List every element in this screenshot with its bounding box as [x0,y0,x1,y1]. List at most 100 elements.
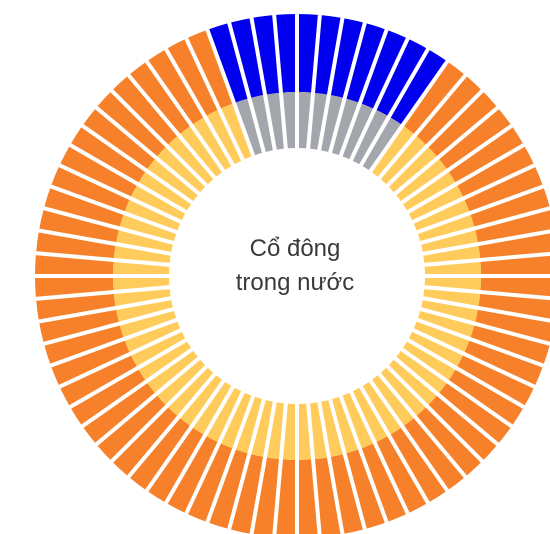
segment-separator [41,205,176,246]
inner-ring-segment [115,228,174,254]
inner-ring-segment [137,340,193,382]
inner-ring-segment [115,298,174,324]
outer-ring-segment [50,165,131,214]
segment-separator [327,397,368,532]
segment-separator [384,87,486,189]
segment-separator [414,183,546,235]
outer-ring-segment [70,368,147,427]
inner-ring-segment [420,228,479,254]
outer-ring-segment [43,323,125,366]
segment-separator [163,46,236,168]
segment-separator [93,104,202,197]
outer-ring [35,14,550,534]
segment-separator [67,142,189,215]
segment-separator [204,393,256,525]
outer-ring-segment [447,368,524,427]
outer-ring-segment [128,61,192,136]
segment-separator [249,399,278,534]
segment-separator [316,399,345,534]
inner-ring-segment [379,135,428,186]
segment-separator [79,346,195,430]
inner-ring-segment [166,135,215,186]
segment-separator [41,306,176,347]
outer-ring-segment [478,292,550,321]
inner-ring-segment [130,184,187,222]
inner-ring-segment [401,170,457,212]
segment-separator [410,327,538,390]
outer-ring-segment [186,29,235,110]
outer-ring-segment [427,394,498,462]
outer-ring-segment [38,208,120,245]
segment-separator [226,397,267,532]
outer-ring-segment [344,448,387,530]
segment-separator [414,317,546,369]
center-label-line2: trong nước [235,269,355,296]
segment-separator [358,384,431,506]
segment-separator [338,393,390,525]
segment-separator [48,183,180,235]
outer-ring-segment [186,442,235,523]
outer-ring-segment [59,353,138,407]
inner-ring-segment [119,213,177,243]
outer-ring-segment [328,17,365,99]
segment-separator [305,401,322,534]
segment-separator [33,284,172,302]
inner-ring-segment [178,374,224,427]
outer-ring-segment [374,38,428,117]
outer-ring-segment [111,75,179,146]
outer-ring-segment [389,49,448,126]
outer-ring-segment [415,75,483,146]
inner-ring-segment [205,386,243,443]
segment-separator [405,142,527,215]
segment-separator [33,250,172,268]
segment-separator [376,371,469,480]
outer-ring-segment [402,416,466,491]
outer-ring-segment [313,457,343,534]
inner-ring-segment [395,349,448,395]
inner-ring-segment [146,349,199,395]
outer-ring-segment [463,165,544,214]
outer-ring-segment [478,231,550,260]
outer-ring-segment [344,22,387,104]
inner-ring-segment [319,94,345,153]
segment-separator [183,389,246,517]
segment-separator [367,58,451,174]
inner-ring-segment [130,330,187,368]
outer-ring-segment [50,338,131,387]
outer-ring-segment [374,435,428,514]
inner-ring-segment [407,330,464,368]
center-label-line1: Cổ đông [249,235,341,262]
outer-ring-segment [251,457,281,534]
inner-ring-segment [361,380,403,436]
segment-separator [125,371,218,480]
inner-ring-segment [124,319,181,354]
segment-separator [327,20,368,155]
inner-ring-segment [219,103,254,160]
outer-ring-segment [427,90,498,158]
segment-separator [143,58,227,174]
outer-ring-segment [447,125,524,184]
outer-ring-segment [166,38,220,117]
segment-separator [410,162,538,225]
outer-ring-segment [415,406,483,477]
segment-separator [376,72,469,181]
inner-ring-segment [119,309,177,339]
outer-ring-segment [82,107,157,171]
inner-ring [113,92,481,461]
outer-ring-segment [96,90,167,158]
outer-ring-segment [313,15,343,95]
outer-ring-segment [359,442,408,523]
inner-ring-segment [361,116,403,172]
segment-separator [399,346,515,430]
segment-separator [348,389,411,517]
outer-ring-segment [456,145,535,199]
outer-ring-segment [402,61,466,136]
outer-ring-segment [36,292,116,322]
outer-ring-segment [146,49,205,126]
outer-ring-segment [82,381,157,445]
segment-separator [316,15,345,153]
inner-ring-segment [387,358,438,407]
segment-separator [183,35,246,163]
inner-ring-segment [178,125,224,178]
